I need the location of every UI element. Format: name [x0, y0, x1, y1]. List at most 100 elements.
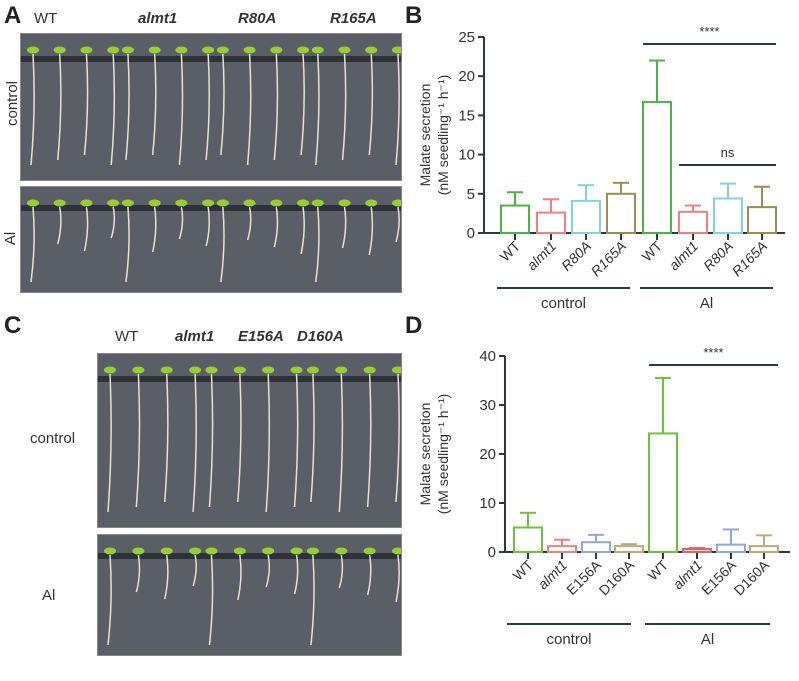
- genotype-label: WT: [34, 10, 58, 27]
- bar: [536, 211, 566, 234]
- genotype-label: R165A: [330, 10, 377, 27]
- root: [178, 206, 184, 240]
- root: [265, 554, 271, 588]
- root: [163, 373, 169, 503]
- genotype-label: WT: [115, 328, 139, 345]
- seedling-photo-al: [97, 534, 404, 656]
- y-axis-label: Malate secretion: [417, 403, 433, 506]
- root: [341, 53, 347, 161]
- cotyledon: [53, 199, 66, 207]
- bar: [513, 526, 543, 553]
- y-tick-label: 20: [479, 446, 496, 463]
- root: [56, 53, 62, 161]
- root: [110, 206, 116, 239]
- root: [265, 373, 271, 513]
- seedlings-image: [98, 366, 404, 513]
- root: [338, 373, 344, 513]
- x-tick-label: almt1: [666, 238, 702, 274]
- root: [205, 53, 211, 161]
- group-label: control: [546, 631, 591, 648]
- root: [30, 53, 35, 166]
- cotyledon: [205, 366, 218, 374]
- y-tick-label: 5: [467, 186, 475, 203]
- root: [338, 554, 344, 589]
- y-tick-label: 0: [467, 225, 475, 242]
- significance-label: ****: [703, 345, 723, 360]
- cotyledon: [262, 547, 275, 555]
- cotyledon: [189, 547, 202, 555]
- agar-line: [21, 205, 401, 211]
- root: [151, 53, 157, 156]
- root: [205, 206, 211, 247]
- bar: [648, 432, 678, 554]
- root: [220, 53, 225, 156]
- y-tick-label: 40: [479, 348, 496, 365]
- root: [30, 206, 35, 283]
- cotyledon: [27, 46, 39, 54]
- cotyledon: [132, 366, 145, 374]
- cotyledon: [216, 199, 229, 207]
- cotyledon: [175, 46, 188, 54]
- y-axis-label: Malate secretion: [417, 84, 433, 187]
- cotyledon: [363, 366, 376, 374]
- cotyledon: [148, 46, 161, 54]
- root: [246, 53, 252, 166]
- root: [151, 206, 157, 253]
- cotyledon: [27, 199, 39, 207]
- root: [395, 373, 400, 503]
- cotyledon: [338, 46, 351, 54]
- root: [366, 554, 372, 596]
- cotyledon: [311, 46, 324, 54]
- y-axis-label-units: (nM seedling⁻¹ h⁻¹): [435, 394, 451, 515]
- root: [310, 554, 315, 646]
- bar: [581, 541, 611, 554]
- root: [208, 554, 214, 646]
- cotyledon: [363, 547, 376, 555]
- y-tick-label: 25: [458, 29, 475, 46]
- seedlings-image: [21, 46, 404, 166]
- root: [107, 554, 112, 646]
- root: [273, 53, 279, 161]
- panel-label-d: D: [405, 312, 423, 339]
- cotyledon: [335, 547, 348, 555]
- panel-label-a: A: [4, 2, 22, 29]
- root: [341, 206, 347, 249]
- y-axis-label-units: (nM seedling⁻¹ h⁻¹): [435, 75, 451, 196]
- root: [220, 206, 225, 283]
- cotyledon: [104, 547, 116, 555]
- cotyledon: [216, 46, 229, 54]
- root: [237, 554, 242, 601]
- cotyledon: [107, 46, 120, 54]
- cotyledon: [80, 199, 93, 207]
- group-label: Al: [701, 631, 714, 648]
- cotyledon: [306, 366, 319, 374]
- cotyledon: [132, 547, 145, 555]
- bar: [713, 197, 743, 234]
- bar: [747, 206, 777, 235]
- cotyledon: [104, 366, 116, 374]
- significance-label: ns: [721, 145, 735, 160]
- root: [293, 554, 299, 595]
- genotype-label: R80A: [238, 10, 277, 27]
- root: [366, 373, 372, 508]
- cotyledon: [160, 547, 173, 555]
- y-tick-label: 10: [458, 147, 475, 164]
- root: [315, 53, 320, 166]
- cotyledon: [175, 199, 188, 207]
- genotype-label: E156A: [238, 328, 284, 345]
- root: [395, 206, 400, 243]
- root: [237, 373, 242, 503]
- root: [163, 554, 169, 600]
- root: [192, 373, 197, 513]
- cotyledon: [160, 366, 173, 374]
- root: [135, 554, 141, 593]
- cotyledon: [233, 547, 246, 555]
- root: [57, 206, 62, 245]
- cotyledon: [270, 199, 283, 207]
- root: [395, 53, 400, 166]
- bar: [500, 204, 530, 234]
- root: [125, 53, 130, 161]
- x-tick-label: R165A: [588, 238, 630, 280]
- x-tick-label: R165A: [729, 238, 771, 280]
